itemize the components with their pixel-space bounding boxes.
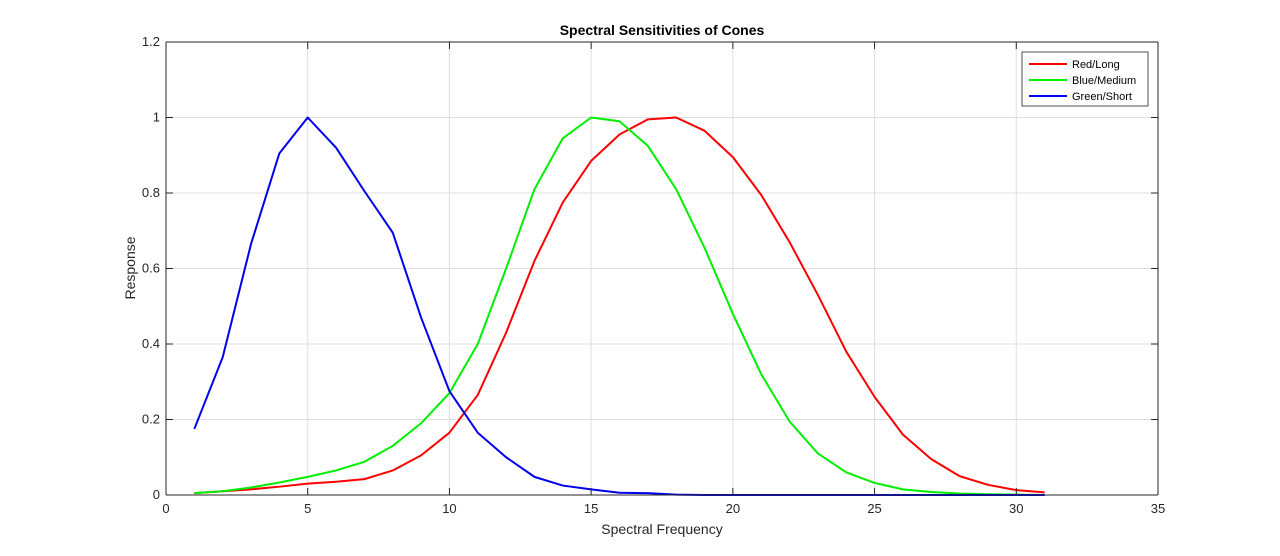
x-tick-label: 35 (1151, 501, 1165, 516)
x-tick-label: 0 (162, 501, 169, 516)
legend-label-green-short: Green/Short (1072, 91, 1132, 103)
y-tick-label: 0.8 (142, 185, 160, 200)
x-tick-label: 10 (442, 501, 456, 516)
x-tick-label: 25 (867, 501, 881, 516)
legend-label-red-long: Red/Long (1072, 59, 1120, 71)
axes (165, 41, 1159, 496)
y-tick-label: 0.4 (142, 336, 160, 351)
x-tick-label: 5 (304, 501, 311, 516)
chart-title: Spectral Sensitivities of Cones (560, 22, 765, 38)
y-tick-label: 0.2 (142, 412, 160, 427)
y-tick-label: 1.2 (142, 34, 160, 49)
x-tick-label: 20 (726, 501, 740, 516)
y-axis-label: Response (122, 236, 138, 299)
tick-labels: 0 5 10 15 20 25 30 35 0 0.2 0.4 0.6 0.8 1 1.2 (142, 34, 1165, 516)
x-tick-label: 30 (1009, 501, 1023, 516)
y-tick-label: 0 (153, 487, 160, 502)
series-line-red-long (194, 116, 1045, 495)
legend: Red/Long Blue/Medium Green/Short (1021, 51, 1149, 107)
legend-label-blue-medium: Blue/Medium (1072, 75, 1136, 87)
x-tick-label: 15 (584, 501, 598, 516)
series-line-blue-medium (194, 116, 1045, 496)
y-tick-label: 1 (153, 110, 160, 125)
x-axis-label: Spectral Frequency (601, 521, 722, 537)
y-tick-label: 0.6 (142, 261, 160, 276)
